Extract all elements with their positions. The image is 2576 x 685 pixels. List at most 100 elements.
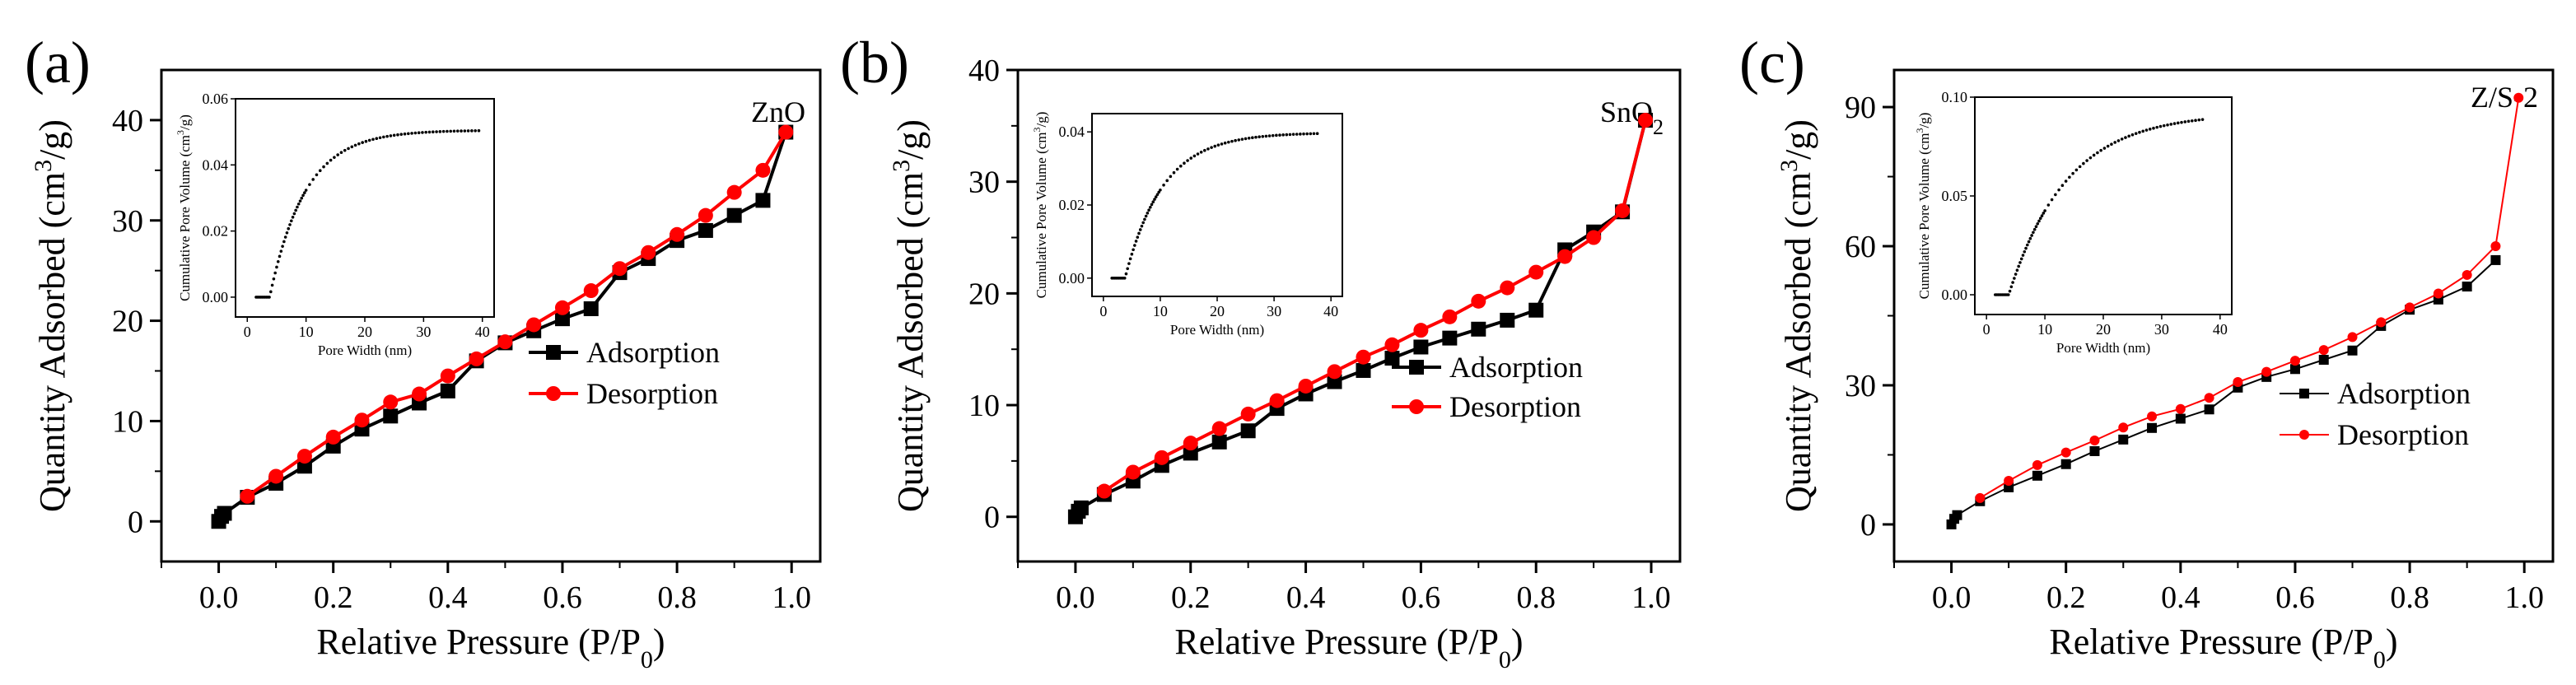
inset-point (2113, 141, 2116, 144)
legend-entry-desorption: Desorption (1449, 390, 1581, 423)
inset-point (2060, 184, 2065, 187)
plot-frame (1016, 68, 1682, 563)
inset-point (288, 223, 292, 226)
x-tick-label: 0.8 (2390, 580, 2429, 615)
inset-point (275, 265, 278, 269)
adsorption-point (1952, 510, 1962, 520)
inset-point (1169, 175, 1173, 179)
inset-point (2011, 281, 2014, 284)
inset-point (2158, 124, 2163, 128)
inset-point (2046, 203, 2051, 207)
adsorption-point (2347, 345, 2358, 356)
inset-point (1230, 139, 1234, 143)
inset-point (431, 130, 435, 134)
inset-point (296, 205, 299, 209)
x-tick-label: 0.6 (2275, 580, 2315, 615)
inset-point (2038, 217, 2042, 221)
desorption-point (2089, 436, 2100, 446)
inset-y-label-close: /g) (1034, 112, 1049, 128)
adsorption-point (1073, 500, 1089, 515)
y-axis-label: Quantity Adsorbed (cm3/g) (888, 119, 931, 512)
desorption-point (778, 124, 794, 140)
y-tick-label: 0 (1860, 508, 1876, 543)
inset-point (1133, 244, 1136, 247)
inset-point (289, 219, 293, 223)
inset-x-tick-label: 0 (1099, 303, 1107, 319)
desorption-point (1125, 464, 1141, 480)
inset-point (2082, 161, 2085, 165)
x-tick-label: 0.6 (543, 580, 582, 615)
adsorption-point (2318, 355, 2329, 366)
inset-point (2054, 193, 2057, 197)
inset-point (1305, 132, 1309, 136)
desorption-point (240, 488, 255, 504)
inset-point (1258, 135, 1261, 139)
inset-point (296, 202, 301, 206)
desorption-point (354, 412, 370, 428)
inset-point (304, 189, 308, 192)
inset-point (1299, 133, 1302, 136)
y-tick-label: 0 (128, 505, 143, 539)
inset-point (2021, 254, 2025, 257)
desorption-point (2376, 317, 2387, 328)
inset-point (279, 249, 283, 253)
legend: Adsorption Desorption (529, 336, 720, 410)
inset-point (1146, 211, 1150, 215)
inset-point (2036, 221, 2040, 226)
inset-point (2030, 234, 2033, 237)
inset-point (2197, 118, 2201, 122)
inset-point (1288, 133, 1292, 137)
desorption-point (497, 334, 513, 350)
x-axis-label-text: Relative Pressure (P/P (1174, 622, 1499, 662)
panel-letter: (b) (840, 30, 909, 96)
inset-x-tick-label: 10 (1153, 303, 1168, 319)
x-axis-label: Relative Pressure (P/P0) (2049, 622, 2397, 673)
x-tick-label: 0.2 (1171, 580, 1211, 615)
inset-point (474, 128, 477, 133)
inset-point (435, 130, 438, 133)
inset-point (399, 133, 404, 136)
adsorption-point (554, 311, 570, 327)
inset-point (1143, 217, 1146, 221)
inset-y-label: Cumulative Pore Volume (cm3/g) (175, 114, 193, 301)
y-tick-label: 10 (968, 389, 1000, 423)
inset-point (1136, 235, 1140, 239)
inset-point (353, 143, 357, 147)
inset-point (1189, 156, 1193, 160)
inset-point (333, 156, 336, 159)
inset-point (441, 129, 446, 133)
inset-point (2186, 119, 2191, 123)
inset-y-tick-label: 0.02 (203, 223, 229, 240)
desorption-point (583, 283, 599, 299)
panel-letter: (a) (25, 30, 91, 96)
inset-y-label-superscript: 3 (1031, 127, 1043, 132)
inset-y-tick-label: 0.10 (1942, 89, 1968, 105)
inset-point (1126, 267, 1129, 271)
inset-point (2152, 126, 2155, 130)
inset-point (357, 142, 361, 146)
sample-label: Z/S-2 (2471, 81, 2538, 114)
inset-point (1155, 193, 1160, 197)
inset-pore-volume: 0 10 20 30 40 0.00 0.02 0.04 Pore Width (nm) Cumu… (1031, 112, 1343, 338)
x-axis-label-subscript: 0 (641, 646, 653, 673)
y-axis-label-close: /g) (1778, 119, 1818, 160)
inset-curve (1994, 118, 2205, 296)
legend-marker-circle (546, 386, 561, 401)
legend-entry-desorption: Desorption (2337, 418, 2469, 451)
inset-point (270, 283, 274, 287)
inset-point (2172, 122, 2177, 125)
inset-curve (254, 128, 481, 299)
inset-point (2092, 153, 2096, 157)
desorption-point (2347, 332, 2358, 342)
inset-point (269, 290, 273, 294)
inset-point (291, 216, 295, 219)
inset-x-tick-label: 30 (416, 324, 431, 340)
inset-x-label: Pore Width (nm) (1170, 322, 1264, 338)
inset-point (1128, 257, 1132, 261)
inset-point (294, 208, 297, 212)
inset-point (2064, 179, 2068, 183)
inset-x-tick-label: 10 (2037, 321, 2052, 338)
plot-frame (160, 68, 822, 563)
inset-point (287, 226, 291, 231)
